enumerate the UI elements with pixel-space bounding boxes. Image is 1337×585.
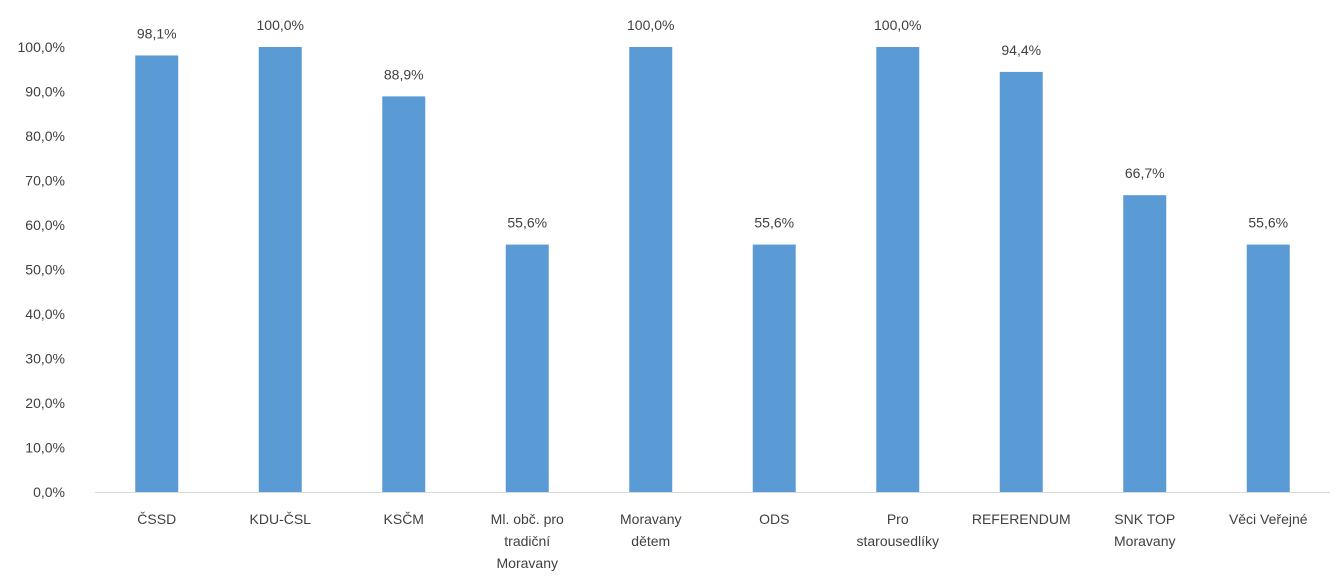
bar [629,47,673,492]
y-tick-label: 70,0% [25,173,65,189]
data-label: 88,9% [384,66,424,82]
category-label: Moravany dětem [620,511,681,549]
y-tick-label: 50,0% [25,262,65,278]
bar [382,96,426,493]
y-tick-label: 10,0% [25,440,65,456]
category-label: REFERENDUM [972,511,1071,527]
data-label: 55,6% [754,215,794,231]
y-tick-label: 0,0% [33,484,65,500]
bar [752,244,796,492]
category-label: SNK TOP Moravany [1114,511,1175,549]
category-labels: ČSSD KDU-ČSL KSČM Ml. obč. pro tradiční Morav… [137,511,1307,571]
category-label: Ml. obč. pro tradiční Moravany [491,511,564,571]
data-label: 100,0% [257,17,304,33]
data-labels: 98,1% 100,0% 88,9% 55,6% 100,0% 55,6% 100,0% 94… [137,17,1288,231]
bar [135,55,179,493]
category-label: Pro starousedlíky [857,511,939,549]
category-label: ODS [759,511,789,527]
bars [135,47,1290,493]
bar [1123,195,1167,492]
bar [258,47,302,492]
y-tick-label: 90,0% [25,84,65,100]
category-label: KSČM [384,511,424,527]
bar [876,47,920,492]
y-axis-ticks: 0,0% 10,0% 20,0% 30,0% 40,0% 50,0% 60,0% 70,0% 8… [18,39,65,500]
bar [505,244,549,492]
data-label: 66,7% [1125,165,1165,181]
bar [1246,244,1290,492]
data-label: 55,6% [1248,215,1288,231]
category-label: Věci Veřejné [1229,511,1308,527]
bar [999,71,1043,493]
y-tick-label: 80,0% [25,128,65,144]
y-tick-label: 40,0% [25,306,65,322]
data-label: 94,4% [1001,42,1041,58]
category-label: KDU-ČSL [250,511,312,527]
y-tick-label: 100,0% [18,39,65,55]
y-tick-label: 30,0% [25,351,65,367]
data-label: 55,6% [507,215,547,231]
category-label: ČSSD [137,511,176,527]
data-label: 100,0% [874,17,921,33]
y-tick-label: 20,0% [25,395,65,411]
data-label: 100,0% [627,17,674,33]
data-label: 98,1% [137,25,177,41]
y-tick-label: 60,0% [25,217,65,233]
